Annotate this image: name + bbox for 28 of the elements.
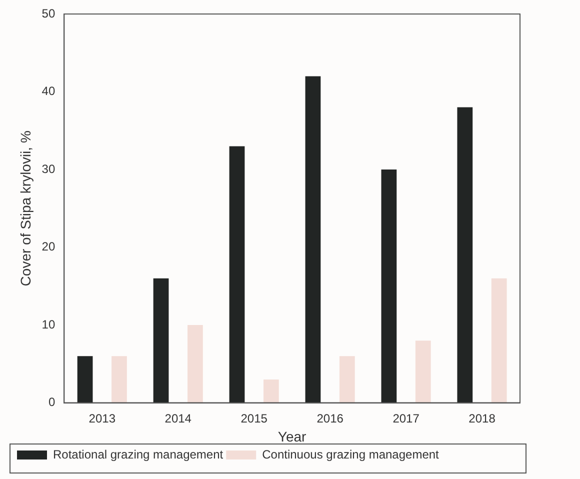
y-tick-label: 20 bbox=[42, 240, 56, 254]
bar bbox=[153, 278, 169, 403]
bar bbox=[381, 170, 397, 403]
legend-label: Rotational grazing management bbox=[53, 447, 224, 462]
y-tick-label: 40 bbox=[42, 84, 56, 98]
bar bbox=[339, 356, 355, 403]
bar bbox=[112, 356, 127, 403]
y-tick-label: 10 bbox=[42, 317, 56, 332]
x-tick-label: 2016 bbox=[316, 411, 344, 426]
bar bbox=[415, 340, 431, 403]
bar bbox=[491, 278, 507, 403]
bar bbox=[457, 107, 473, 403]
y-tick-label: 50 bbox=[42, 6, 56, 20]
bar bbox=[188, 325, 203, 403]
x-tick-label: 2013 bbox=[88, 411, 116, 426]
y-tick-label: 30 bbox=[42, 162, 56, 176]
y-axis-title: Cover of Stipa krylovii, % bbox=[17, 130, 34, 286]
x-tick-label: 2017 bbox=[392, 411, 420, 426]
x-tick-label: 2015 bbox=[240, 411, 268, 426]
bar bbox=[77, 356, 93, 403]
bar bbox=[229, 146, 245, 403]
bar bbox=[305, 76, 321, 403]
y-tick-label: 0 bbox=[48, 395, 56, 410]
x-tick-label: 2018 bbox=[468, 411, 496, 426]
x-tick-label: 2014 bbox=[164, 411, 192, 426]
legend-label: Continuous grazing management bbox=[262, 447, 440, 462]
bar bbox=[263, 379, 279, 403]
x-axis-title: Year bbox=[278, 428, 307, 444]
